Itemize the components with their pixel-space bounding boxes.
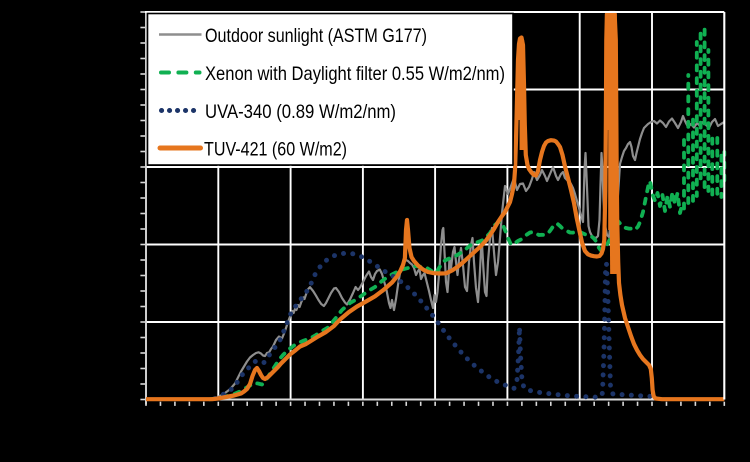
svg-text:Xenon with Daylight filter 0.5: Xenon with Daylight filter 0.55 W/m2/nm) [205, 63, 505, 85]
svg-text:Outdoor sunlight (ASTM G177): Outdoor sunlight (ASTM G177) [205, 25, 427, 47]
svg-text:UVA-340 (0.89 W/m2/nm): UVA-340 (0.89 W/m2/nm) [205, 101, 396, 123]
svg-text:TUV-421 (60 W/m2): TUV-421 (60 W/m2) [204, 139, 347, 161]
